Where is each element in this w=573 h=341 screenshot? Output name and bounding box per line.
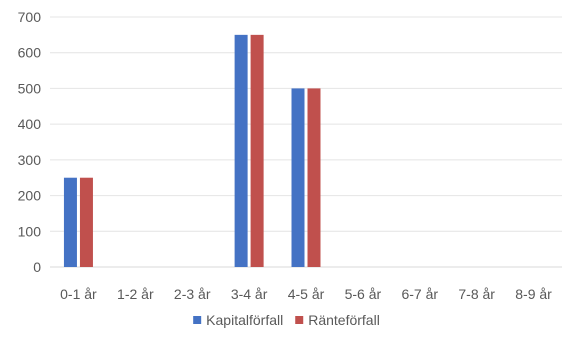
x-tick-label: 2-3 år bbox=[174, 286, 211, 302]
y-tick-label: 500 bbox=[18, 80, 42, 96]
x-tick-label: 4-5 år bbox=[288, 286, 325, 302]
y-tick-label: 700 bbox=[18, 9, 42, 25]
y-axis-tick-labels: 0 100 200 300 400 500 600 700 bbox=[18, 9, 42, 275]
y-tick-label: 300 bbox=[18, 152, 42, 168]
legend: Kapitalförfall Ränteförfall bbox=[193, 312, 380, 328]
bar bbox=[234, 34, 248, 267]
x-tick-label: 5-6 år bbox=[345, 286, 382, 302]
bar bbox=[291, 88, 305, 267]
bar bbox=[307, 88, 321, 267]
x-tick-label: 0-1 år bbox=[60, 286, 97, 302]
x-axis-tick-labels: 0-1 år 1-2 år 2-3 år 3-4 år 4-5 år 5-6 år 6-7 … bbox=[60, 286, 552, 302]
y-tick-label: 200 bbox=[18, 188, 42, 204]
bar bbox=[63, 177, 77, 267]
y-tick-label: 600 bbox=[18, 45, 42, 61]
x-tick-label: 8-9 år bbox=[515, 286, 552, 302]
legend-label: Kapitalförfall bbox=[206, 312, 283, 328]
legend-swatch bbox=[295, 316, 304, 324]
gridlines bbox=[50, 16, 562, 268]
x-tick-label: 3-4 år bbox=[231, 286, 268, 302]
x-tick-label: 6-7 år bbox=[401, 286, 438, 302]
y-tick-label: 400 bbox=[18, 116, 42, 132]
bars bbox=[63, 34, 321, 267]
y-tick-label: 0 bbox=[33, 259, 41, 275]
y-tick-label: 100 bbox=[18, 223, 42, 239]
bar bbox=[79, 177, 93, 267]
legend-swatch bbox=[193, 316, 202, 324]
legend-item: Kapitalförfall bbox=[193, 312, 283, 328]
bar bbox=[250, 34, 264, 267]
x-tick-label: 1-2 år bbox=[117, 286, 154, 302]
x-tick-label: 7-8 år bbox=[458, 286, 495, 302]
legend-label: Ränteförfall bbox=[308, 312, 380, 328]
legend-item: Ränteförfall bbox=[295, 312, 380, 328]
